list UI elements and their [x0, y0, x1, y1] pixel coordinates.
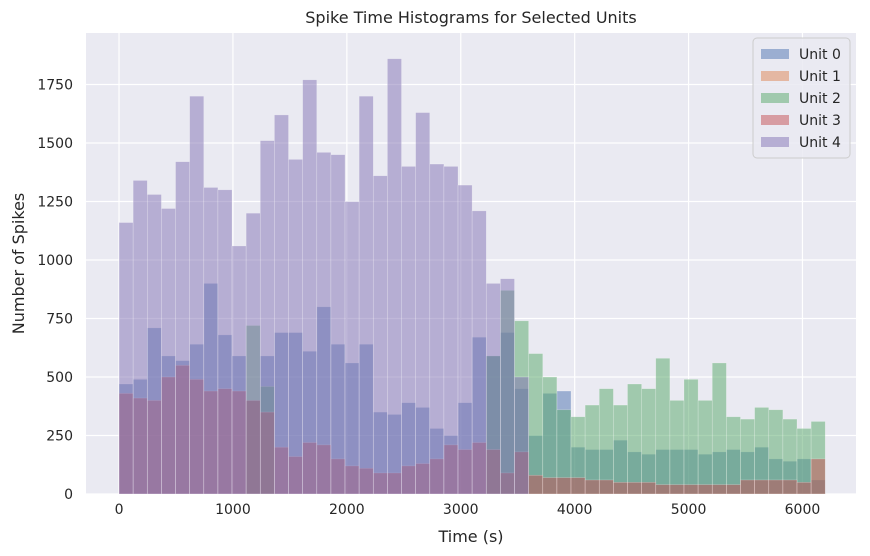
x-tick-label: 6000 — [785, 502, 821, 518]
bar-unit-4 — [514, 376, 529, 495]
legend-swatch — [761, 49, 789, 59]
y-tick-label: 750 — [46, 311, 73, 327]
bar-unit-4 — [500, 278, 515, 495]
bar-unit-2 — [669, 400, 685, 495]
bar-unit-4 — [429, 163, 445, 495]
bar-unit-4 — [372, 175, 388, 495]
bar-unit-4 — [146, 194, 162, 495]
bar-unit-3 — [556, 477, 572, 495]
y-tick-label: 500 — [46, 370, 73, 386]
y-tick-label: 1250 — [37, 194, 73, 210]
bar-unit-3 — [711, 484, 727, 495]
bar-unit-3 — [613, 481, 628, 495]
bar-unit-3 — [754, 479, 770, 495]
bar-unit-2 — [683, 379, 699, 495]
legend-swatch — [761, 93, 789, 103]
bar-unit-3 — [641, 481, 657, 495]
y-tick-label: 0 — [64, 487, 73, 503]
bar-unit-3 — [528, 474, 544, 495]
bar-unit-2 — [528, 353, 544, 495]
bar-unit-3 — [768, 479, 784, 495]
bar-unit-4 — [485, 283, 501, 495]
legend-label: Unit 1 — [799, 69, 841, 85]
bar-unit-4 — [203, 187, 219, 495]
bar-unit-4 — [189, 95, 205, 495]
bar-unit-2 — [542, 376, 558, 495]
x-tick-label: 1000 — [215, 502, 251, 518]
x-tick-label: 0 — [115, 502, 124, 518]
bar-unit-4 — [344, 201, 360, 495]
y-tick-label: 1000 — [37, 253, 73, 269]
bar-unit-4 — [259, 140, 275, 495]
legend: Unit 0 Unit 1 Unit 2 Unit 3 Unit 4 — [752, 37, 851, 159]
legend-label: Unit 4 — [799, 135, 841, 151]
y-tick-label: 250 — [46, 428, 73, 444]
bar-unit-3 — [627, 481, 642, 495]
bar-unit-4 — [415, 112, 431, 495]
bar-unit-3 — [542, 477, 558, 495]
bar-unit-4 — [245, 212, 261, 495]
bar-unit-4 — [316, 152, 332, 495]
bar-unit-3 — [570, 477, 586, 495]
y-tick-label: 1500 — [37, 136, 73, 152]
bar-unit-3 — [810, 458, 826, 495]
bar-unit-4 — [274, 114, 289, 495]
legend-swatch — [761, 115, 789, 125]
bar-unit-4 — [443, 166, 459, 495]
legend-swatch — [761, 71, 789, 81]
bar-unit-2 — [598, 388, 614, 495]
bar-unit-4 — [217, 189, 233, 495]
legend-label: Unit 3 — [799, 113, 841, 129]
bar-unit-4 — [457, 184, 473, 495]
bar-unit-4 — [118, 222, 134, 495]
bar-unit-4 — [387, 58, 402, 495]
bar-unit-4 — [330, 154, 346, 495]
bar-unit-4 — [132, 180, 148, 495]
x-axis-label: Time (s) — [437, 527, 503, 546]
y-tick-labels: 0 250 500 750 1000 1250 1500 1750 — [37, 77, 73, 503]
bar-unit-3 — [697, 484, 713, 495]
bar-unit-4 — [471, 210, 487, 495]
y-axis-label: Number of Spikes — [9, 193, 28, 335]
bar-unit-3 — [598, 479, 614, 495]
bar-unit-2 — [655, 357, 671, 495]
x-tick-label: 3000 — [443, 502, 479, 518]
y-tick-label: 1750 — [37, 77, 73, 93]
bar-unit-3 — [796, 481, 812, 495]
chart-title: Spike Time Histograms for Selected Units — [305, 8, 636, 27]
legend-label: Unit 2 — [799, 91, 841, 107]
x-tick-label: 4000 — [557, 502, 593, 518]
legend-label: Unit 0 — [799, 47, 841, 63]
bar-unit-2 — [641, 388, 657, 495]
bar-unit-4 — [358, 95, 374, 495]
bar-unit-3 — [683, 484, 699, 495]
bar-unit-3 — [782, 479, 798, 495]
bar-unit-4 — [161, 208, 176, 495]
bar-unit-4 — [175, 161, 190, 495]
bar-unit-3 — [669, 484, 685, 495]
bar-unit-2 — [613, 404, 628, 495]
bar-unit-2 — [697, 400, 713, 495]
bar-unit-3 — [584, 479, 600, 495]
x-tick-label: 2000 — [329, 502, 365, 518]
bar-unit-4 — [288, 159, 303, 495]
bar-unit-3 — [655, 484, 671, 495]
histogram-bars — [118, 58, 826, 495]
bar-unit-4 — [231, 245, 247, 495]
bar-unit-3 — [726, 484, 741, 495]
legend-frame — [752, 37, 851, 159]
bar-unit-2 — [711, 362, 727, 495]
bar-unit-3 — [740, 479, 755, 495]
bar-unit-4 — [401, 166, 416, 495]
legend-swatch — [761, 137, 789, 147]
bar-unit-4 — [302, 79, 318, 495]
x-tick-labels: 0 1000 2000 3000 4000 5000 6000 — [115, 502, 821, 518]
x-tick-label: 5000 — [671, 502, 707, 518]
bar-unit-2 — [726, 416, 741, 495]
bar-unit-2 — [627, 383, 642, 495]
